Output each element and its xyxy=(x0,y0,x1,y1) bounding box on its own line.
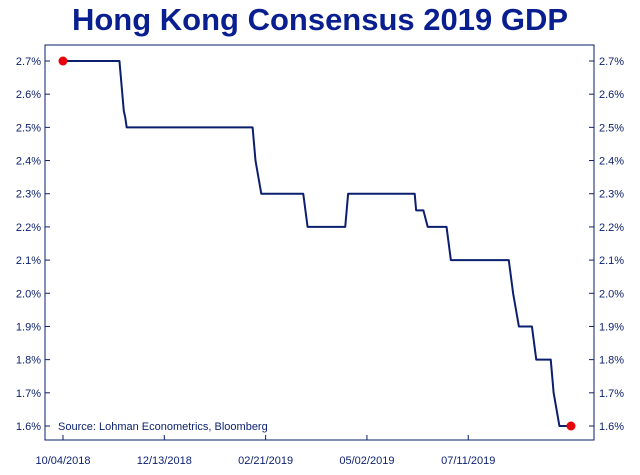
y-tick-label-left: 1.7% xyxy=(16,388,41,400)
y-tick-label-right: 1.8% xyxy=(599,355,624,367)
y-tick-label-right: 2.0% xyxy=(599,288,624,300)
source-label: Source: Lohman Econometrics, Bloomberg xyxy=(58,421,268,433)
y-tick-label-left: 2.1% xyxy=(16,255,41,267)
start-point-marker xyxy=(58,56,68,66)
y-tick-label-left: 1.9% xyxy=(16,321,41,333)
plot-frame xyxy=(44,44,595,441)
x-tick-label: 10/04/2018 xyxy=(35,455,90,467)
y-tick-label-left: 2.4% xyxy=(16,156,41,168)
y-tick-label-right: 1.9% xyxy=(599,321,624,333)
y-tick-label-right: 2.3% xyxy=(599,189,624,201)
y-tick-label-left: 2.2% xyxy=(16,222,41,234)
x-tick-label: 05/02/2019 xyxy=(339,455,394,467)
end-point-marker xyxy=(566,421,576,431)
y-tick-label-right: 1.7% xyxy=(599,388,624,400)
series-line xyxy=(63,60,571,427)
y-tick-label-left: 2.5% xyxy=(16,122,41,134)
y-tick-label-right: 2.7% xyxy=(599,56,624,68)
y-tick-label-right: 2.4% xyxy=(599,156,624,168)
x-tick-label: 07/11/2019 xyxy=(441,455,495,467)
y-tick-label-left: 2.6% xyxy=(16,89,41,101)
y-tick-label-right: 2.2% xyxy=(599,222,624,234)
chart-title: Hong Kong Consensus 2019 GDP xyxy=(71,2,569,37)
y-tick-label-right: 2.5% xyxy=(599,122,624,134)
y-tick-label-left: 2.3% xyxy=(16,189,41,201)
y-tick-label-left: 2.7% xyxy=(16,56,41,68)
x-tick-label: 02/21/2019 xyxy=(238,455,293,467)
y-tick-label-right: 2.6% xyxy=(599,89,624,101)
y-tick-label-right: 1.6% xyxy=(599,421,624,433)
y-tick-label-left: 1.6% xyxy=(16,421,41,433)
x-tick-label: 12/13/2018 xyxy=(137,455,192,467)
y-tick-label-left: 2.0% xyxy=(16,288,41,300)
y-tick-label-left: 1.8% xyxy=(16,355,41,367)
y-tick-label-right: 2.1% xyxy=(599,255,624,267)
